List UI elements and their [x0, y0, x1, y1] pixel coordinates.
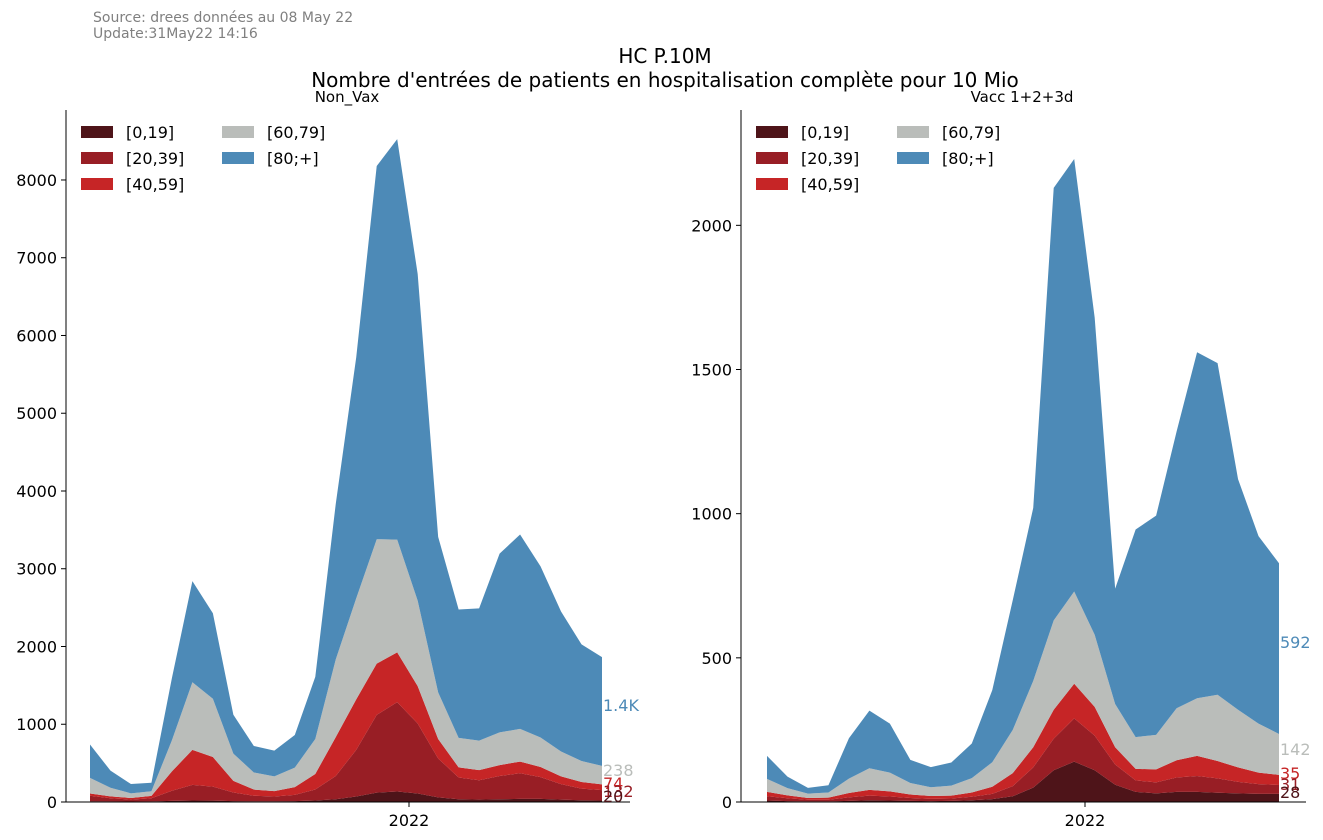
legend-swatch: [756, 152, 788, 164]
update-line: Update:31May22 14:16: [93, 26, 258, 42]
end-value-label: 1.4K: [603, 696, 639, 715]
legend-swatch: [81, 152, 113, 164]
area-2039: [90, 702, 602, 802]
y-tick-label: 6000: [16, 326, 57, 345]
end-value-label: 132: [603, 782, 634, 801]
y-tick-label: 1000: [16, 715, 57, 734]
area-6079: [90, 539, 602, 799]
y-tick-label: 7000: [16, 249, 57, 268]
area-2039: [767, 718, 1279, 802]
area-4059: [767, 683, 1279, 800]
chart-panel-2: 0 500 1000 1500 2000 2022 Vacc 1+2+3d [0,19] [20…: [691, 88, 1310, 830]
figure-title: HC P.10M: [618, 44, 712, 68]
area-019: [90, 791, 602, 802]
legend-label: [60,79]: [942, 123, 1000, 142]
legend-swatch: [756, 126, 788, 138]
source-note: Source: drees données au 08 May 22 Updat…: [93, 10, 353, 42]
x-tick-label: 2022: [389, 811, 430, 830]
y-tick-label: 500: [701, 649, 732, 668]
end-value-label: 28: [1280, 783, 1300, 802]
legend-swatch: [81, 126, 113, 138]
end-value-label: 31: [1280, 775, 1300, 794]
source-line: Source: drees données au 08 May 22: [93, 10, 354, 26]
legend-label: [80;+]: [267, 149, 319, 168]
y-tick-label: 1000: [691, 505, 732, 524]
legend-swatch: [756, 178, 788, 190]
panel-title: Vacc 1+2+3d: [971, 88, 1074, 106]
y-tick-label: 0: [47, 793, 57, 812]
end-value-label: 74: [603, 774, 623, 793]
y-tick-label: 1500: [691, 361, 732, 380]
area-80+: [767, 159, 1279, 794]
panel-title: Non_Vax: [315, 88, 380, 107]
end-value-label: 20: [603, 787, 623, 806]
y-tick-label: 3000: [16, 560, 57, 579]
y-tick-label: 8000: [16, 171, 57, 190]
y-tick-label: 4000: [16, 482, 57, 501]
legend-swatch: [222, 152, 254, 164]
legend-swatch: [222, 126, 254, 138]
y-tick-label: 2000: [16, 637, 57, 656]
end-value-label: 142: [1280, 740, 1311, 759]
legend-label: [0,19]: [801, 123, 849, 142]
y-tick-label: 5000: [16, 404, 57, 423]
area-019: [767, 761, 1279, 802]
legend-label: [40,59]: [126, 175, 184, 194]
area-6079: [767, 591, 1279, 798]
x-tick-label: 2022: [1065, 811, 1106, 830]
end-value-label: 592: [1280, 633, 1311, 652]
chart-panel-1: 0 1000 2000 3000 4000 5000 6000 7000 8000 2022 Non…: [16, 88, 639, 830]
legend-swatch: [81, 178, 113, 190]
legend-label: [20,39]: [126, 149, 184, 168]
legend-swatch: [897, 152, 929, 164]
area-4059: [90, 652, 602, 800]
legend-label: [60,79]: [267, 123, 325, 142]
legend-label: [40,59]: [801, 175, 859, 194]
y-tick-label: 0: [722, 793, 732, 812]
end-value-label: 238: [603, 761, 634, 780]
legend-label: [20,39]: [801, 149, 859, 168]
y-tick-label: 2000: [691, 216, 732, 235]
end-value-label: 35: [1280, 764, 1300, 783]
figure-subtitle: Nombre d'entrées de patients en hospital…: [311, 68, 1019, 92]
area-80+: [90, 139, 602, 794]
legend-label: [80;+]: [942, 149, 994, 168]
legend-label: [0,19]: [126, 123, 174, 142]
legend-swatch: [897, 126, 929, 138]
